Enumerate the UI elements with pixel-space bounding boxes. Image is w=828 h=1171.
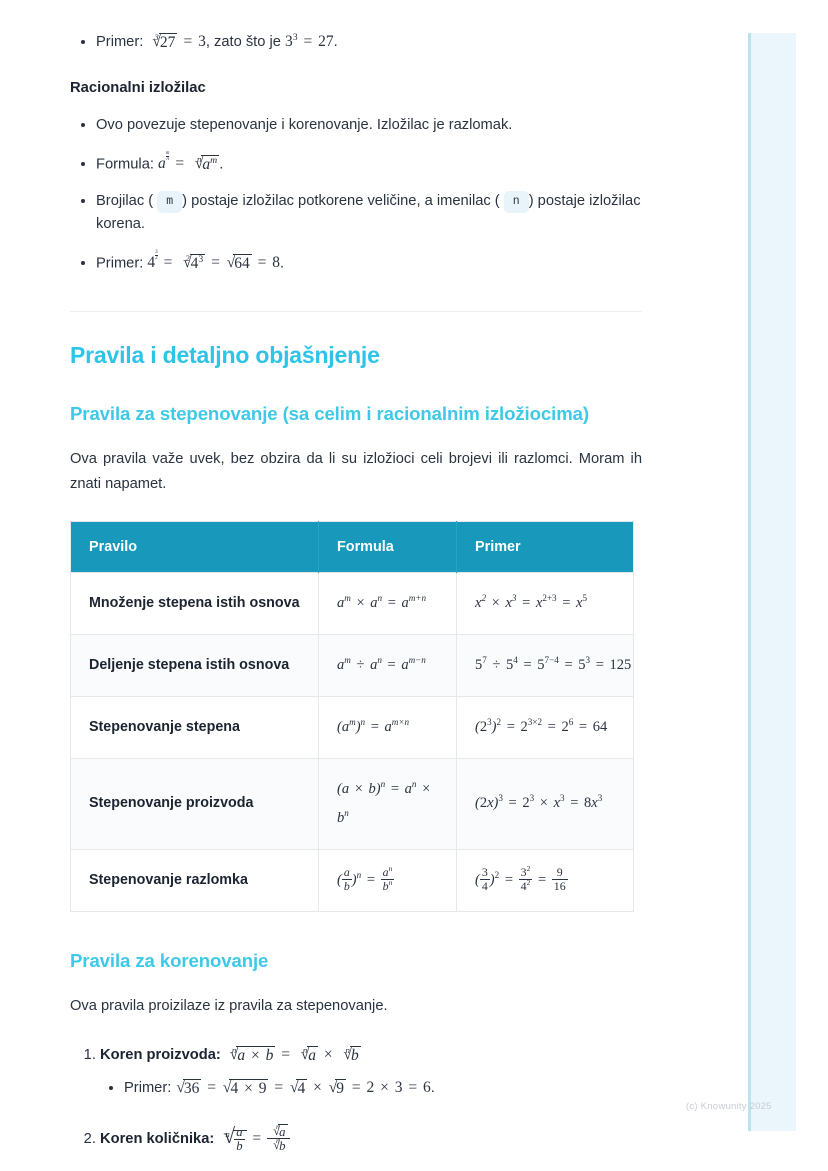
subsection-heading-root-rules: Pravila za korenovanje xyxy=(70,949,269,971)
list-item: Koren količnika: n√ab = n√an√b xyxy=(100,1119,642,1154)
cell-example: x2 × x3 = x2+3 = x5 xyxy=(456,571,634,635)
subsection-heading-rational-exponent: Racionalni izložilac xyxy=(70,80,206,97)
cell-rule-name: Množenje stepena istih osnova xyxy=(70,571,319,635)
cell-formula: (a × b)n = an × bn xyxy=(318,757,457,850)
power-rules-paragraph: Ova pravila važe uvek, bez obzira da li … xyxy=(70,451,642,493)
list-item: Brojilac ( m) postaje izložilac potkoren… xyxy=(96,190,642,236)
right-side-panel xyxy=(748,33,796,1131)
cell-rule-name: Stepenovanje proizvoda xyxy=(70,757,319,850)
watermark: (c) Knowunity 2025 xyxy=(686,1101,772,1112)
subsection-heading-power-rules: Pravila za stepenovanje (sa celim i raci… xyxy=(70,403,589,425)
text-postaje: ) postaje izložilac korena. xyxy=(96,193,641,233)
list-item: Primer: 3√27 = 3, zato što je 33 = 27. xyxy=(96,30,642,54)
math-sqrt-36-example: √36 = √4 × 9 = √4 × √9 = 2 × 3 = 6 xyxy=(176,1079,431,1098)
bullet-text-prefix: Primer: xyxy=(96,34,148,50)
rational-exponent-bullet-list: Ovo povezuje stepenovanje i korenovanje.… xyxy=(70,114,642,275)
cell-formula: am ÷ an = am−n xyxy=(318,633,457,697)
list-item: Primer: √36 = √4 × 9 = √4 × √9 = 2 × 3 =… xyxy=(124,1076,642,1101)
example-label: Primer: xyxy=(96,255,144,272)
section-divider xyxy=(70,311,642,313)
table-row: Množenje stepena istih osnova am × an = … xyxy=(70,571,634,635)
list-item: Koren proizvoda: n√a × b = n√a × n√b Pri… xyxy=(100,1043,642,1102)
example-label: Primer: xyxy=(124,1080,176,1097)
text-brojilac: Brojilac ( xyxy=(96,193,154,210)
column-header-formula: Formula xyxy=(318,521,457,573)
table-row: Stepenovanje stepena (am)n = am×n (23)2 … xyxy=(70,695,634,759)
intro-bullet-list: Primer: 3√27 = 3, zato što je 33 = 27. xyxy=(70,30,642,54)
cell-rule-name: Stepenovanje stepena xyxy=(70,695,319,759)
column-header-pravilo: Pravilo xyxy=(70,521,319,573)
cell-rule-name: Deljenje stepena istih osnova xyxy=(70,633,319,697)
cell-rule-name: Stepenovanje razlomka xyxy=(70,848,319,912)
list-item: Formula: amn = n√am. xyxy=(96,149,642,177)
root-rules-list: Koren proizvoda: n√a × b = n√a × n√b Pri… xyxy=(70,1043,642,1154)
table-row: Deljenje stepena istih osnova am ÷ an = … xyxy=(70,633,634,697)
cell-formula: (a b)n = an bn xyxy=(318,848,457,912)
text-imenilac: ) postaje izložilac potkorene veličine, … xyxy=(182,193,500,210)
bullet-text-suffix: = 3, zato što je 33 = 27. xyxy=(183,31,338,50)
cell-example: 57 ÷ 54 = 57−4 = 53 = 125 xyxy=(456,633,634,697)
formula-label: Formula: xyxy=(96,156,154,173)
root-rules-paragraph: Ova pravila proizilaze iz pravila za ste… xyxy=(70,997,388,1014)
table-header-row: Pravilo Formula Primer xyxy=(70,521,634,573)
math-cube-root-27: 3√27 xyxy=(152,32,178,51)
rules-table: Pravilo Formula Primer Množenje stepena … xyxy=(70,520,634,912)
column-header-primer: Primer xyxy=(456,521,634,573)
root-rule-label: Koren proizvoda: xyxy=(100,1046,221,1063)
root-rule-label: Koren količnika: xyxy=(100,1131,215,1148)
list-item: Ovo povezuje stepenovanje i korenovanje.… xyxy=(96,114,642,137)
list-item: Primer: 432 = 2√43 = √64 = 8. xyxy=(96,248,642,276)
cell-formula: (am)n = am×n xyxy=(318,695,457,759)
cell-example: (23)2 = 23×2 = 26 = 64 xyxy=(456,695,634,759)
document-body: Primer: 3√27 = 3, zato što je 33 = 27. R… xyxy=(0,0,712,1160)
chip-m: m xyxy=(157,191,183,214)
math-root-of-quotient: n√ a b = n√a n√b xyxy=(218,1123,290,1154)
cell-example: (3 4)2 = 32 42 = 9 16 xyxy=(456,848,634,912)
table-row: Stepenovanje razlomka (a b)n = an bn (3 4)2… xyxy=(70,848,634,912)
cell-formula: am × an = am+n xyxy=(318,571,457,635)
root-rule-example-list: Primer: √36 = √4 × 9 = √4 × √9 = 2 × 3 =… xyxy=(100,1076,642,1101)
math-root-of-product: n√a × b = n√a × n√b xyxy=(229,1044,361,1064)
page-title: Pravila i detaljno objašnjenje xyxy=(70,342,380,369)
table-row: Stepenovanje proizvoda (a × b)n = an × b… xyxy=(70,757,634,850)
chip-n: n xyxy=(503,191,529,214)
cell-example: (2x)3 = 23 × x3 = 8x3 xyxy=(456,757,634,850)
